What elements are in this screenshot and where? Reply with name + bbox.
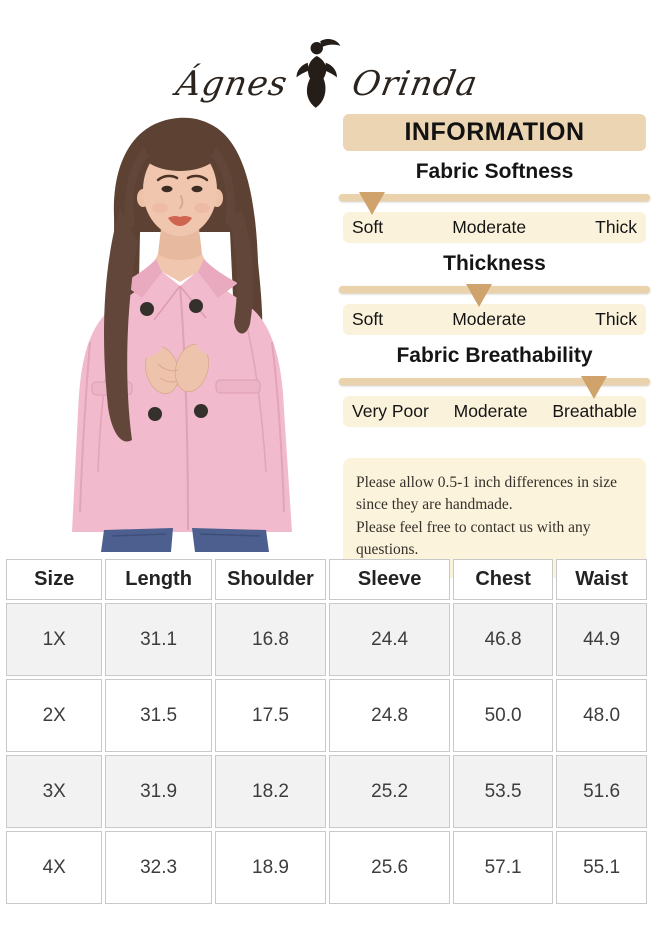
table-header-cell: Size bbox=[6, 559, 103, 600]
table-cell: 24.8 bbox=[329, 679, 451, 752]
scale-bar bbox=[339, 192, 650, 215]
coat-buttons bbox=[140, 299, 208, 421]
table-cell: 17.5 bbox=[214, 679, 327, 752]
scale-labels: Soft Moderate Thick bbox=[343, 212, 646, 243]
scale-marker-icon bbox=[359, 192, 385, 215]
table-cell: 50.0 bbox=[453, 679, 554, 752]
table-cell: 46.8 bbox=[453, 603, 554, 676]
table-header-cell: Shoulder bbox=[214, 559, 327, 600]
info-title: INFORMATION bbox=[343, 114, 646, 151]
table-cell: 31.5 bbox=[105, 679, 212, 752]
table-cell: 4X bbox=[6, 831, 103, 904]
table-cell: 44.9 bbox=[556, 603, 647, 676]
table-cell: 32.3 bbox=[105, 831, 212, 904]
table-cell: 25.2 bbox=[329, 755, 451, 828]
scale-heading: Thickness bbox=[443, 252, 546, 275]
brand-name-right: Orinda bbox=[349, 64, 482, 104]
model-photo bbox=[20, 112, 340, 555]
table-cell: 1X bbox=[6, 603, 103, 676]
scale-labels: Soft Moderate Thick bbox=[343, 304, 646, 335]
scale-label: Thick bbox=[595, 309, 637, 329]
table-row-4x: 4X 32.3 18.9 25.6 57.1 55.1 bbox=[6, 831, 647, 904]
scale-label: Soft bbox=[352, 309, 384, 329]
table-cell: 31.1 bbox=[105, 603, 212, 676]
scale-fabric-breathability: Fabric Breathability Very Poor Moderate … bbox=[339, 344, 650, 427]
scale-marker-icon bbox=[581, 376, 608, 399]
table-cell: 31.9 bbox=[105, 755, 212, 828]
scale-bar bbox=[339, 284, 650, 307]
note-line: Please feel free to contact us with any … bbox=[356, 518, 591, 559]
brand-name-left: Ágnes bbox=[172, 64, 291, 104]
scale-label: Breathable bbox=[552, 401, 637, 421]
table-header-cell: Sleeve bbox=[329, 559, 451, 600]
scale-label: Thick bbox=[595, 217, 637, 237]
table-cell: 18.2 bbox=[214, 755, 327, 828]
note-line: Please allow 0.5-1 inch differences in s… bbox=[356, 474, 617, 491]
brand-logo: Ágnes Orinda bbox=[0, 26, 653, 110]
scale-thickness: Thickness Soft Moderate Thick bbox=[339, 252, 650, 335]
hair-front bbox=[104, 147, 254, 442]
table-cell: 2X bbox=[6, 679, 103, 752]
size-table: Size Length Shoulder Sleeve Chest Waist … bbox=[3, 556, 650, 907]
table-cell: 25.6 bbox=[329, 831, 451, 904]
table-row-2x: 2X 31.5 17.5 24.8 50.0 48.0 bbox=[6, 679, 647, 752]
scale-heading: Fabric Softness bbox=[415, 160, 574, 183]
scale-marker-icon bbox=[465, 284, 492, 307]
table-cell: 3X bbox=[6, 755, 103, 828]
table-header-row: Size Length Shoulder Sleeve Chest Waist bbox=[6, 559, 647, 600]
note-box: Please allow 0.5-1 inch differences in s… bbox=[343, 458, 646, 578]
jeans bbox=[101, 528, 269, 552]
woman-silhouette-icon bbox=[296, 39, 341, 108]
table-cell: 55.1 bbox=[556, 831, 647, 904]
hands bbox=[126, 332, 232, 394]
table-cell: 48.0 bbox=[556, 679, 647, 752]
scale-label: Moderate bbox=[453, 401, 528, 421]
scale-label: Soft bbox=[352, 217, 384, 237]
face bbox=[137, 125, 223, 236]
scale-labels: Very Poor Moderate Breathable bbox=[343, 396, 646, 427]
scale-fabric-softness: Fabric Softness Soft Moderate Thick bbox=[339, 160, 650, 243]
table-cell: 53.5 bbox=[453, 755, 554, 828]
scale-label: Very Poor bbox=[352, 401, 429, 421]
table-cell: 24.4 bbox=[329, 603, 451, 676]
table-cell: 18.9 bbox=[214, 831, 327, 904]
note-line: since they are handmade. bbox=[356, 496, 513, 514]
table-header-cell: Chest bbox=[453, 559, 554, 600]
scale-bar bbox=[339, 376, 650, 399]
table-row-3x: 3X 31.9 18.2 25.2 53.5 51.6 bbox=[6, 755, 647, 828]
scale-label: Moderate bbox=[452, 217, 527, 237]
table-cell: 57.1 bbox=[453, 831, 554, 904]
info-panel: INFORMATION Fabric Softness Soft Moderat… bbox=[339, 114, 650, 578]
table-cell: 16.8 bbox=[214, 603, 327, 676]
scale-heading: Fabric Breathability bbox=[396, 344, 593, 367]
table-cell: 51.6 bbox=[556, 755, 647, 828]
scale-label: Moderate bbox=[452, 309, 527, 329]
table-header-cell: Length bbox=[105, 559, 212, 600]
table-header-cell: Waist bbox=[556, 559, 647, 600]
table-row-1x: 1X 31.1 16.8 24.4 46.8 44.9 bbox=[6, 603, 647, 676]
